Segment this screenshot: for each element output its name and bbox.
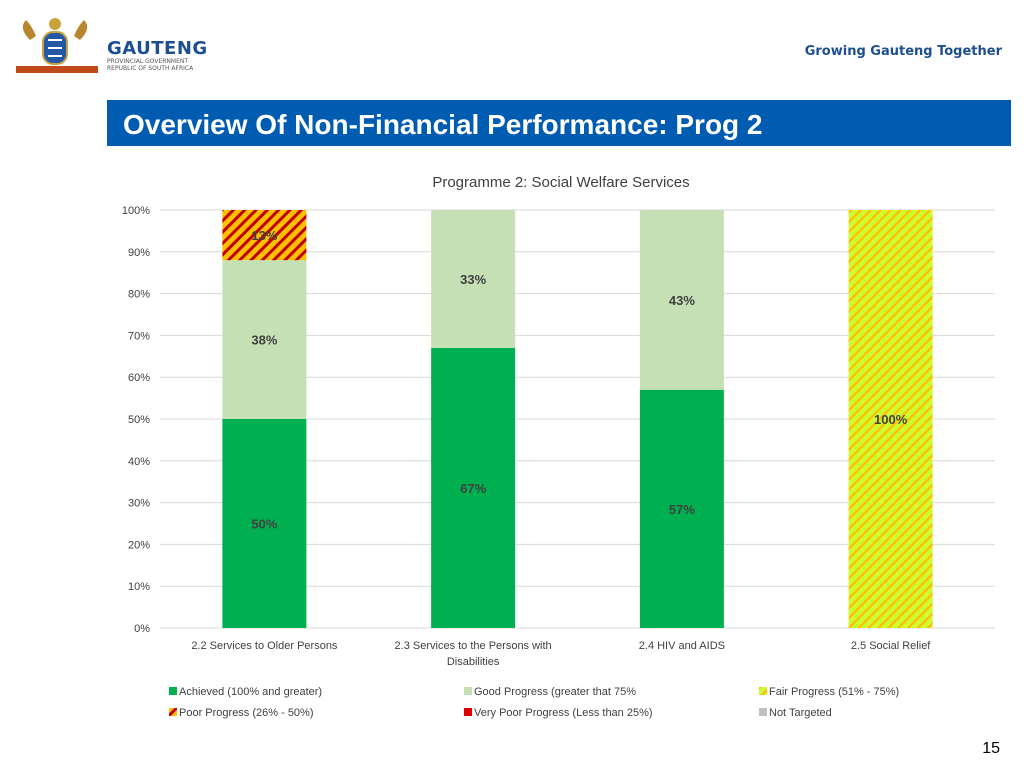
data-label: 43% <box>669 293 695 308</box>
brand-subtitle: PROVINCIAL GOVERNMENT REPUBLIC OF SOUTH … <box>107 58 193 72</box>
y-tick-label: 10% <box>128 581 150 593</box>
legend-label: Fair Progress (51% - 75%) <box>769 686 899 698</box>
y-tick-label: 50% <box>128 414 150 426</box>
slide-title-bar: Overview Of Non-Financial Performance: P… <box>107 100 1011 146</box>
y-tick-label: 0% <box>134 623 150 635</box>
x-tick-label: 2.4 HIV and AIDS <box>639 640 725 652</box>
legend-label: Achieved (100% and greater) <box>179 686 322 698</box>
legend-label: Good Progress (greater that 75% <box>474 686 636 698</box>
bar-segment-fair <box>848 210 933 628</box>
x-tick-label: Disabilities <box>447 656 500 668</box>
legend-swatch-very_poor <box>464 708 472 716</box>
data-label: 38% <box>251 333 277 348</box>
data-label: 33% <box>460 272 486 287</box>
y-tick-label: 30% <box>128 498 150 510</box>
gauteng-logo <box>8 10 198 80</box>
legend-swatch-good <box>464 687 472 695</box>
tagline: Growing Gauteng Together <box>804 44 1002 59</box>
page-number: 15 <box>982 740 1000 757</box>
data-label: 67% <box>460 481 486 496</box>
brand-sub-line-2: REPUBLIC OF SOUTH AFRICA <box>107 65 194 72</box>
legend-label: Not Targeted <box>769 707 832 719</box>
y-tick-label: 60% <box>128 372 150 384</box>
bar-segment-good <box>431 210 516 348</box>
legend-swatch-achieved <box>169 687 177 695</box>
y-tick-label: 80% <box>128 289 150 301</box>
bar-segment-achieved <box>639 389 724 628</box>
legend-swatch-poor <box>169 708 177 716</box>
data-label: 57% <box>669 502 695 517</box>
y-tick-label: 70% <box>128 330 150 342</box>
stacked-bar-chart: Programme 2: Social Welfare Services 0% 1… <box>122 174 995 719</box>
legend-swatch-fair <box>759 687 767 695</box>
data-label: 50% <box>251 517 277 532</box>
legend-label: Poor Progress (26% - 50%) <box>179 707 314 719</box>
slide-title: Overview Of Non-Financial Performance: P… <box>123 109 763 140</box>
y-tick-label: 90% <box>128 247 150 259</box>
data-label: 13% <box>251 228 277 243</box>
y-tick-label: 40% <box>128 456 150 468</box>
brand-sub-line-1: PROVINCIAL GOVERNMENT <box>107 58 189 65</box>
bar-segment-achieved <box>222 419 307 628</box>
coat-of-arms-icon <box>16 18 98 73</box>
brand-name: GAUTENG <box>107 38 208 59</box>
legend-label: Very Poor Progress (Less than 25%) <box>474 707 653 719</box>
chart-title: Programme 2: Social Welfare Services <box>432 174 689 191</box>
bar-segment-poor <box>222 210 307 261</box>
y-tick-label: 20% <box>128 539 150 551</box>
y-tick-label: 100% <box>122 205 150 217</box>
bar-segment-good <box>639 210 724 390</box>
x-tick-label: 2.2 Services to Older Persons <box>191 640 338 652</box>
data-label: 100% <box>874 412 908 427</box>
bar-segment-good <box>222 260 307 419</box>
x-tick-label: 2.5 Social Relief <box>851 640 931 652</box>
bar-segment-achieved <box>431 347 516 628</box>
legend-swatch-not_targeted <box>759 708 767 716</box>
x-tick-label: 2.3 Services to the Persons with <box>395 640 552 652</box>
